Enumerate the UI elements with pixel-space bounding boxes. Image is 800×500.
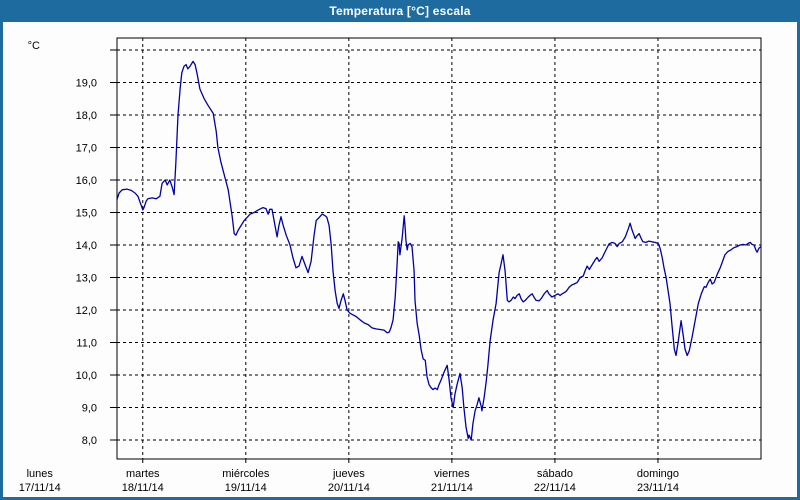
x-date-label: 20/11/14 bbox=[328, 482, 370, 494]
y-axis-label: 17,0 bbox=[76, 143, 97, 155]
y-axis-label: 13,0 bbox=[76, 273, 97, 285]
window-title: Temperatura [°C] escala bbox=[329, 4, 471, 18]
y-axis-label: 11,0 bbox=[76, 338, 97, 350]
x-date-label: 19/11/14 bbox=[225, 482, 267, 494]
y-axis-label: 19,0 bbox=[76, 78, 97, 90]
x-day-label: martes bbox=[126, 468, 160, 480]
y-axis-label: 16,0 bbox=[76, 175, 97, 187]
x-date-label: 23/11/14 bbox=[637, 482, 679, 494]
x-date-label: 22/11/14 bbox=[534, 482, 576, 494]
x-date-label: 18/11/14 bbox=[122, 482, 164, 494]
y-axis-unit-label: °C bbox=[28, 40, 40, 52]
y-axis-label: 12,0 bbox=[76, 305, 97, 317]
x-date-label: 17/11/14 bbox=[19, 482, 61, 494]
chart-panel: 8,0 9,0 10,0 11,0 12,0 13,0 14,0 15,0 16,0 17,0 18… bbox=[0, 22, 800, 500]
y-axis-label: 14,0 bbox=[76, 240, 97, 252]
x-date-label: 21/11/14 bbox=[431, 482, 473, 494]
x-day-label: jueves bbox=[332, 468, 365, 480]
y-axis-label: 8,0 bbox=[82, 435, 97, 447]
x-day-label: miércoles bbox=[222, 468, 270, 480]
x-day-label: domingo bbox=[637, 468, 679, 480]
y-axis-label: 10,0 bbox=[76, 370, 97, 382]
x-day-label: viernes bbox=[434, 468, 470, 480]
x-day-label: lunes bbox=[27, 468, 54, 480]
plot-border bbox=[116, 37, 762, 460]
temperature-line bbox=[116, 60, 762, 441]
x-day-label: sábado bbox=[537, 468, 573, 480]
title-bar[interactable]: Temperatura [°C] escala bbox=[0, 0, 800, 22]
temperature-chart: 8,0 9,0 10,0 11,0 12,0 13,0 14,0 15,0 16,0 17,0 18… bbox=[19, 37, 762, 494]
y-axis-label: 9,0 bbox=[82, 403, 97, 415]
y-axis-label: 18,0 bbox=[76, 110, 97, 122]
y-axis-label: 15,0 bbox=[76, 208, 97, 220]
